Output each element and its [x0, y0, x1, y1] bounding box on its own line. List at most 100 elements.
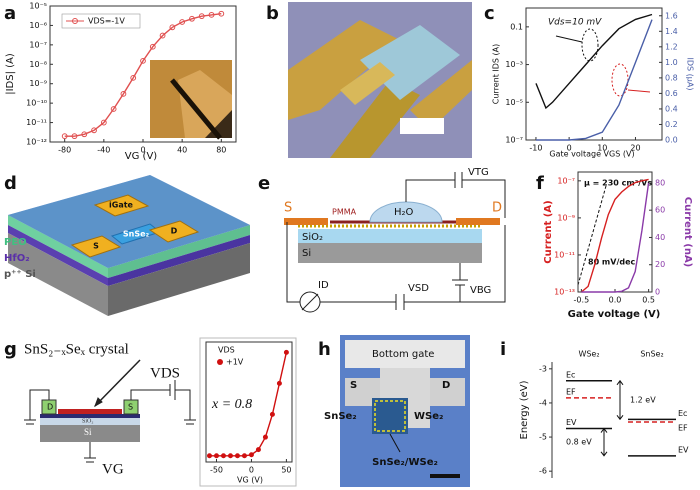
series-line: [536, 19, 653, 141]
y2-tick-label: 1.4: [665, 27, 678, 36]
annotation-arrow: [627, 89, 651, 93]
y-tick-label: 10⁻¹³: [554, 288, 575, 297]
image-label: Bottom gate: [372, 349, 434, 360]
data-point: [220, 453, 226, 459]
level-label: Ec: [566, 370, 575, 379]
circuit: [284, 172, 506, 313]
data-point: [213, 453, 219, 459]
panel-letter: c: [484, 3, 495, 24]
y-tick-label: 10⁻¹²: [26, 138, 47, 147]
y2-tick-label: 0.6: [665, 89, 678, 98]
panel-letter: g: [4, 339, 17, 360]
x-tick-label: 0: [249, 466, 254, 475]
image-label: D: [442, 380, 450, 391]
y-tick-label: -4: [539, 398, 547, 407]
x-tick-label: -80: [58, 146, 71, 155]
x-axis-label: VG (V): [237, 476, 263, 485]
data-point: [248, 452, 254, 458]
data-point: [227, 453, 233, 459]
series-line: [64, 13, 222, 137]
device-diagram: [24, 359, 196, 463]
data-point: [206, 453, 212, 459]
y2-tick-label: 0.0: [665, 136, 678, 145]
y-tick-label: 10⁻⁹: [557, 213, 575, 222]
data-point: [189, 15, 195, 22]
plot-frame: [205, 341, 293, 463]
terminal-label: S: [128, 403, 133, 412]
device-label: SnSe₂: [123, 230, 150, 239]
y-tick-label: 10⁻⁷: [505, 136, 523, 145]
y-tick-label: 10⁻¹¹: [26, 118, 47, 127]
data-point: [120, 90, 127, 97]
series-line: [535, 13, 653, 110]
layer-label: PEO: [4, 237, 27, 248]
y2-tick-label: 20: [655, 260, 665, 269]
data-point: [208, 11, 215, 18]
chart-box: [199, 337, 297, 487]
layer-label: p⁺⁺ Si: [4, 269, 36, 280]
data-point: [61, 133, 68, 140]
y-axis-label: Energy (eV): [519, 380, 530, 439]
y-tick-label: -3: [539, 364, 547, 373]
y-tick-label: 10⁻⁷: [557, 176, 575, 185]
data-point: [159, 32, 166, 39]
y-tick-label: 10⁻⁶: [29, 21, 47, 30]
y2-tick-label: 60: [655, 206, 665, 215]
micrograph: [340, 335, 470, 487]
annotation: μ = 230 cm²/Vs: [584, 179, 652, 188]
data-point: [234, 453, 240, 459]
y-tick-label: -6: [539, 467, 547, 476]
data-point: [269, 411, 275, 417]
device-label: D: [171, 227, 178, 236]
data-point: [149, 43, 156, 50]
level-label: EF: [678, 424, 688, 433]
layer-label: PMMA: [332, 208, 357, 217]
y-tick-label: 10⁻⁹: [29, 79, 47, 88]
legend: VDS=-1V: [61, 13, 141, 29]
image-label: S: [350, 380, 357, 391]
image-label: SnSe₂: [324, 411, 357, 422]
y-tick-label: 10⁻¹¹: [554, 250, 575, 259]
material-label: WSe₂: [578, 350, 599, 359]
source-label: VBG: [470, 285, 491, 296]
level-label: Ec: [678, 409, 687, 418]
crystal-label: SnS₂₋ₓSeₓ crystal: [24, 341, 129, 357]
x-axis-label: VG (V): [125, 151, 158, 162]
x-tick-label: 40: [177, 146, 187, 155]
y2-tick-label: 0.2: [665, 120, 678, 129]
data-point: [283, 349, 289, 355]
data-point: [71, 133, 78, 140]
inset-image: [150, 60, 232, 140]
data-point: [255, 447, 261, 453]
layer-label: Si: [302, 248, 311, 259]
y-tick-label: 10⁻¹⁰: [26, 99, 47, 108]
gap-label: 1.2 eV: [630, 396, 656, 405]
y-tick-label: -5: [539, 433, 547, 442]
layer-label: SiO₂: [82, 418, 93, 424]
y2-axis-label: IDS (μA): [686, 58, 695, 91]
data-point: [276, 380, 282, 386]
image-label: WSe₂: [414, 411, 443, 422]
gap-arrow: [600, 427, 608, 457]
annotation: 80 mV/dec: [588, 258, 636, 267]
data-point: [140, 57, 146, 64]
y-tick-label: 0.1: [510, 22, 523, 31]
data-point: [110, 106, 117, 112]
y2-axis-label: Current (nA): [682, 197, 693, 267]
terminal-label: D: [47, 403, 53, 412]
device-label: S: [93, 242, 99, 251]
annotation: Vds=10 mV: [548, 18, 602, 28]
micrograph: [288, 2, 472, 158]
series-line: [581, 182, 650, 293]
annotation-arrow: [555, 35, 583, 43]
x-tick-label: 0.0: [609, 296, 622, 305]
legend-label: VDS=-1V: [88, 17, 125, 26]
source-label: VSD: [408, 283, 429, 294]
x-tick-label: 10: [597, 144, 607, 153]
y2-tick-label: 1.0: [665, 58, 678, 67]
panel-letter: b: [266, 3, 279, 24]
annotation-ellipse: [611, 63, 629, 97]
source-label: VDS: [150, 365, 180, 381]
layer-label: H₂O: [394, 207, 414, 218]
data-point: [262, 434, 268, 440]
